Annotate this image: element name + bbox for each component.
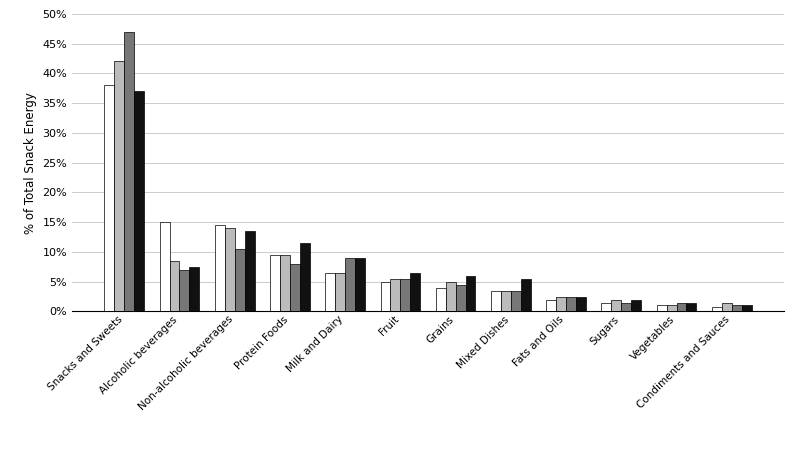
Bar [556, 297, 566, 311]
Bar [576, 297, 586, 311]
Bar [345, 258, 355, 311]
Bar [622, 302, 631, 311]
Bar [677, 302, 686, 311]
Bar [491, 290, 501, 311]
Bar [546, 300, 556, 311]
Bar [335, 273, 345, 311]
Bar [666, 305, 677, 311]
Bar [521, 278, 530, 311]
Bar [159, 222, 170, 311]
Bar [170, 261, 179, 311]
Bar [225, 228, 234, 311]
Bar [602, 302, 611, 311]
Bar [270, 255, 280, 311]
Bar [436, 288, 446, 311]
Bar [722, 302, 732, 311]
Bar [686, 302, 697, 311]
Bar [104, 85, 114, 311]
Bar [501, 290, 511, 311]
Bar [611, 300, 622, 311]
Bar [400, 278, 410, 311]
Bar [234, 249, 245, 311]
Bar [742, 305, 752, 311]
Bar [355, 258, 365, 311]
Bar [712, 307, 722, 311]
Bar [390, 278, 400, 311]
Y-axis label: % of Total Snack Energy: % of Total Snack Energy [24, 92, 37, 234]
Bar [326, 273, 335, 311]
Bar [732, 305, 742, 311]
Bar [245, 231, 254, 311]
Bar [124, 32, 134, 311]
Bar [134, 91, 144, 311]
Bar [300, 243, 310, 311]
Bar [290, 264, 300, 311]
Bar [280, 255, 290, 311]
Bar [410, 273, 420, 311]
Bar [179, 270, 190, 311]
Bar [657, 305, 666, 311]
Bar [566, 297, 576, 311]
Bar [114, 61, 124, 311]
Bar [381, 282, 390, 311]
Bar [456, 284, 466, 311]
Bar [446, 282, 456, 311]
Bar [190, 267, 199, 311]
Bar [511, 290, 521, 311]
Bar [466, 276, 475, 311]
Bar [631, 300, 641, 311]
Bar [215, 225, 225, 311]
